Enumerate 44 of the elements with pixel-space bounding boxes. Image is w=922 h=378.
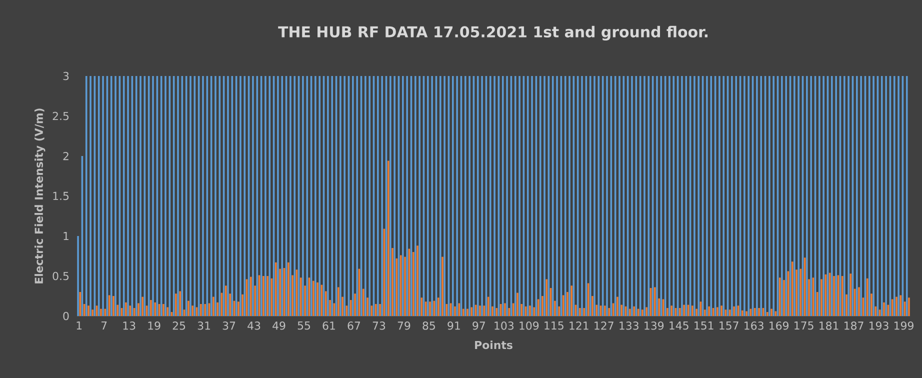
x-tick-label: 139 (644, 322, 664, 330)
x-tick-label: 61 (322, 322, 335, 330)
y-axis-title: Electric Field Intensity (V/m) (34, 108, 46, 284)
x-tick-label: 103 (494, 322, 514, 330)
x-tick-label: 151 (694, 322, 714, 330)
x-tick-label: 25 (172, 322, 186, 330)
x-tick-label: 199 (894, 322, 914, 330)
y-tick-label: 1.5 (53, 192, 69, 200)
x-tick-label: 187 (844, 322, 864, 330)
x-tick-label: 7 (101, 322, 107, 330)
x-tick-label: 163 (744, 322, 764, 330)
x-axis-title: Points (475, 340, 512, 350)
y-tick-label: 1 (64, 232, 68, 240)
x-tick-label: 31 (198, 322, 210, 330)
x-tick-label: 1 (76, 322, 82, 330)
x-tick-label: 157 (720, 322, 738, 330)
x-tick-label: 91 (448, 322, 460, 330)
x-tick-label: 19 (148, 322, 160, 330)
y-tick-label: 2 (63, 152, 68, 160)
y-tick-label: 2.5 (52, 112, 69, 120)
x-tick-label: 97 (472, 322, 485, 330)
x-tick-label: 73 (372, 322, 386, 330)
x-tick-label: 121 (570, 322, 588, 330)
x-tick-label: 115 (544, 322, 564, 330)
x-tick-label: 55 (298, 322, 310, 330)
x-tick-label: 13 (123, 322, 136, 330)
y-tick-label: 0.5 (52, 272, 69, 280)
x-tick-label: 133 (620, 322, 638, 330)
x-tick-label: 109 (520, 322, 539, 330)
x-tick-label: 175 (794, 322, 814, 330)
x-tick-label: 127 (594, 322, 614, 330)
x-tick-label: 43 (248, 322, 260, 330)
x-tick-label: 181 (820, 322, 838, 330)
x-tick-label: 169 (770, 322, 788, 330)
chart-title: THE HUB RF DATA 17.05.2021 1st and ground floor. (278, 26, 708, 40)
x-tick-label: 145 (670, 322, 688, 330)
x-tick-label: 37 (222, 322, 236, 330)
x-tick-label: 193 (870, 322, 888, 330)
y-tick-label: 0 (63, 312, 69, 320)
x-tick-label: 49 (272, 322, 286, 330)
x-tick-label: 79 (398, 322, 410, 330)
y-tick-label: 3 (63, 72, 69, 80)
x-tick-label: 67 (348, 322, 360, 330)
x-tick-label: 85 (422, 322, 435, 330)
